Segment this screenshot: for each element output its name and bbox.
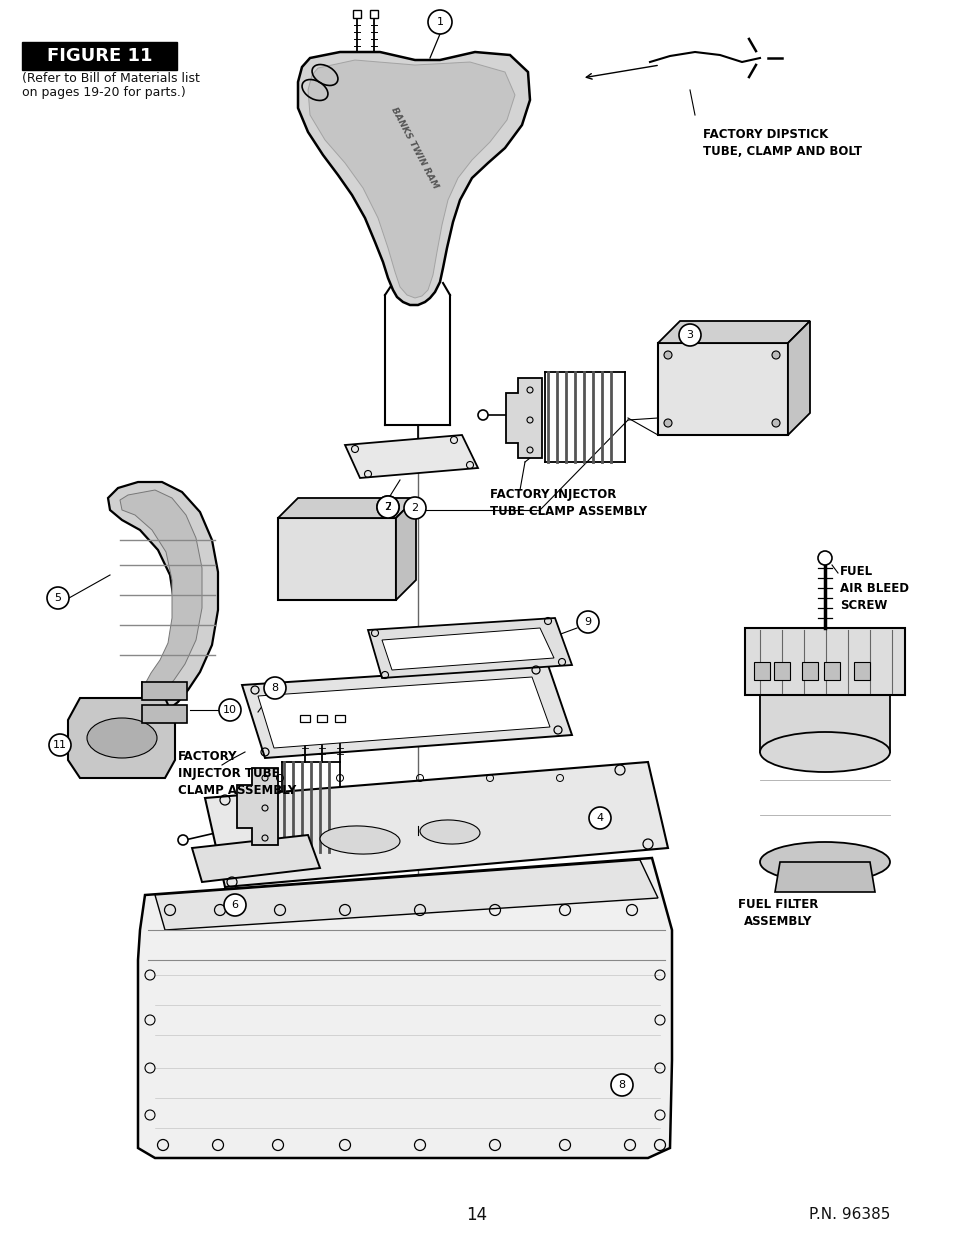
Text: 2: 2 <box>384 501 391 513</box>
Bar <box>299 715 310 722</box>
Circle shape <box>663 419 671 427</box>
Circle shape <box>178 835 188 845</box>
Circle shape <box>679 324 700 346</box>
Bar <box>142 682 187 700</box>
Circle shape <box>49 734 71 756</box>
Circle shape <box>817 551 831 564</box>
Polygon shape <box>658 321 809 343</box>
Bar <box>823 662 840 680</box>
Circle shape <box>771 351 780 359</box>
Polygon shape <box>205 762 667 887</box>
Circle shape <box>219 699 241 721</box>
Circle shape <box>610 1074 633 1095</box>
Text: FACTORY DIPSTICK
TUBE, CLAMP AND BOLT: FACTORY DIPSTICK TUBE, CLAMP AND BOLT <box>702 128 862 158</box>
Polygon shape <box>192 835 319 882</box>
Text: FIGURE 11: FIGURE 11 <box>47 47 152 65</box>
Polygon shape <box>297 52 530 305</box>
Bar <box>353 10 360 19</box>
Bar <box>773 662 789 680</box>
Text: 9: 9 <box>584 618 591 627</box>
Text: 8: 8 <box>618 1079 625 1091</box>
Circle shape <box>663 351 671 359</box>
Polygon shape <box>774 862 874 892</box>
Text: FACTORY
INJECTOR TUBE
CLAMP ASSEMBLY: FACTORY INJECTOR TUBE CLAMP ASSEMBLY <box>178 750 296 797</box>
Polygon shape <box>154 860 658 930</box>
Polygon shape <box>505 378 541 458</box>
Ellipse shape <box>760 732 889 772</box>
Text: BANKS TWIN RAM: BANKS TWIN RAM <box>389 106 440 190</box>
Circle shape <box>376 496 398 517</box>
Bar <box>853 662 869 680</box>
Text: 5: 5 <box>54 593 61 603</box>
Bar <box>753 662 769 680</box>
Text: 6: 6 <box>232 900 238 910</box>
Polygon shape <box>308 61 515 298</box>
Text: 3: 3 <box>686 330 693 340</box>
Text: 10: 10 <box>223 705 236 715</box>
Polygon shape <box>345 435 477 478</box>
Text: FUEL FILTER
ASSEMBLY: FUEL FILTER ASSEMBLY <box>737 898 818 927</box>
Bar <box>760 642 889 752</box>
Circle shape <box>224 894 246 916</box>
Polygon shape <box>744 629 904 695</box>
Polygon shape <box>787 321 809 435</box>
Circle shape <box>264 677 286 699</box>
Circle shape <box>376 496 398 517</box>
Polygon shape <box>277 498 416 517</box>
Polygon shape <box>68 698 174 778</box>
Text: FUEL
AIR BLEED
SCREW: FUEL AIR BLEED SCREW <box>840 564 908 611</box>
Text: 2: 2 <box>411 503 418 513</box>
Text: 4: 4 <box>596 813 603 823</box>
Polygon shape <box>236 768 277 845</box>
Circle shape <box>47 587 69 609</box>
Circle shape <box>477 410 488 420</box>
Text: P.N. 96385: P.N. 96385 <box>808 1208 890 1223</box>
Polygon shape <box>242 664 572 758</box>
Polygon shape <box>368 618 572 678</box>
Text: 7: 7 <box>384 501 391 513</box>
Circle shape <box>428 10 452 35</box>
Polygon shape <box>120 490 202 692</box>
Polygon shape <box>395 498 416 600</box>
Text: 1: 1 <box>436 17 443 27</box>
Circle shape <box>588 806 610 829</box>
FancyBboxPatch shape <box>22 42 177 70</box>
Polygon shape <box>381 629 554 671</box>
Polygon shape <box>108 482 218 713</box>
Text: 11: 11 <box>53 740 67 750</box>
Polygon shape <box>277 517 395 600</box>
Bar <box>370 10 377 19</box>
Ellipse shape <box>760 842 889 882</box>
Circle shape <box>577 611 598 634</box>
Bar <box>142 705 187 722</box>
Text: on pages 19-20 for parts.): on pages 19-20 for parts.) <box>22 86 186 99</box>
Bar <box>801 662 817 680</box>
Ellipse shape <box>319 826 399 855</box>
Text: 14: 14 <box>466 1207 487 1224</box>
Text: FACTORY INJECTOR
TUBE CLAMP ASSEMBLY: FACTORY INJECTOR TUBE CLAMP ASSEMBLY <box>490 488 646 517</box>
Ellipse shape <box>419 820 479 844</box>
Polygon shape <box>658 343 787 435</box>
Bar <box>316 715 327 722</box>
Text: 8: 8 <box>272 683 278 693</box>
Text: (Refer to Bill of Materials list: (Refer to Bill of Materials list <box>22 72 200 85</box>
Bar <box>335 715 345 722</box>
Circle shape <box>771 419 780 427</box>
Ellipse shape <box>87 718 157 758</box>
Polygon shape <box>257 677 550 748</box>
Polygon shape <box>138 858 671 1158</box>
Circle shape <box>403 496 426 519</box>
